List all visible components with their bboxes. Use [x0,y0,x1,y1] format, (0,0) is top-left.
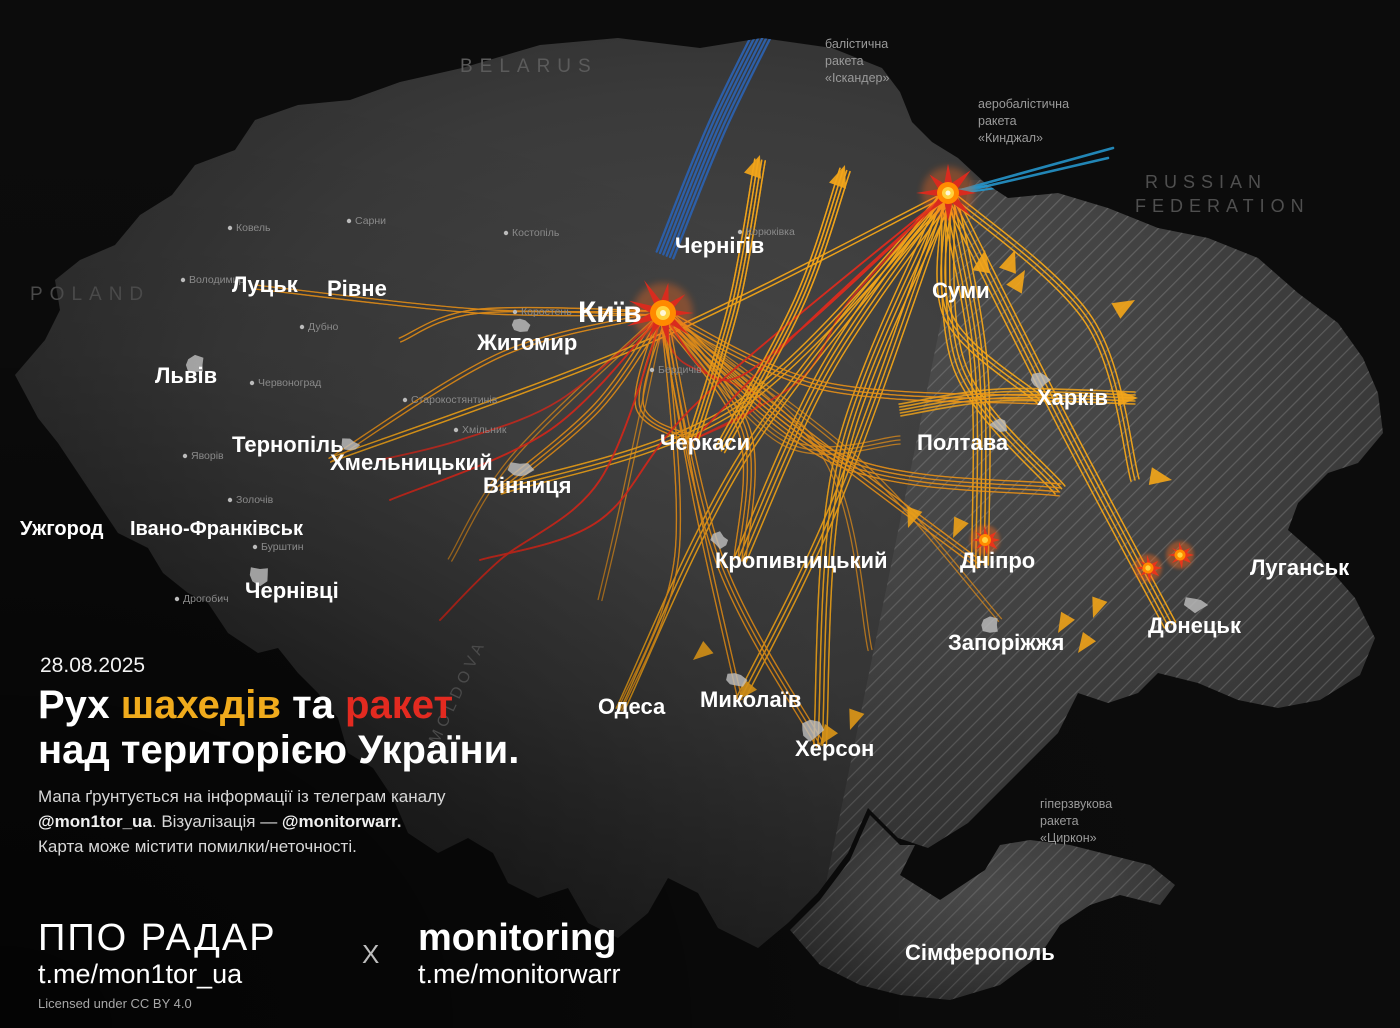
svg-text:аеробалістична: аеробалістична [978,97,1069,111]
svg-text:Тернопіль: Тернопіль [232,432,344,457]
svg-text:Дрогобич: Дрогобич [183,593,229,605]
svg-text:Бурштин: Бурштин [261,541,304,553]
svg-text:Licensed under CC BY 4.0: Licensed under CC BY 4.0 [38,996,192,1011]
svg-text:Черкаси: Черкаси [660,430,750,455]
svg-text:Херсон: Херсон [795,736,874,761]
svg-text:Рівне: Рівне [327,276,387,301]
svg-text:Сарни: Сарни [355,215,386,227]
svg-text:Кропивницький: Кропивницький [715,548,888,573]
svg-text:Яворів: Яворів [191,450,224,462]
svg-text:Запоріжжя: Запоріжжя [948,630,1064,655]
svg-text:Хмельницький: Хмельницький [330,450,493,475]
svg-text:Х: Х [362,939,379,969]
svg-text:ракета: ракета [1040,814,1079,828]
svg-text:Карта може містити помилки/нет: Карта може містити помилки/неточності. [38,837,357,856]
svg-text:гіперзвукова: гіперзвукова [1040,797,1112,811]
svg-text:Сімферополь: Сімферополь [905,940,1055,965]
svg-text:Золочів: Золочів [236,494,274,506]
svg-text:Дніпро: Дніпро [960,548,1035,573]
svg-text:«Циркон»: «Циркон» [1040,831,1097,845]
svg-text:Харків: Харків [1037,385,1108,410]
svg-text:Луганськ: Луганськ [1250,555,1350,580]
svg-text:Бердичів: Бердичів [658,364,702,376]
svg-text:Костопіль: Костопіль [512,227,560,239]
svg-text:Рух шахедів та ракет: Рух шахедів та ракет [38,683,453,727]
svg-text:Червоноград: Червоноград [258,377,321,389]
svg-text:Луцьк: Луцьк [232,272,299,297]
svg-text:ППО РАДАР: ППО РАДАР [38,917,277,959]
svg-text:ракета: ракета [825,54,864,68]
svg-text:Київ: Київ [578,296,642,329]
svg-text:Мапа ґрунтується на інформації: Мапа ґрунтується на інформації із телегр… [38,787,446,806]
svg-text:«Кинджал»: «Кинджал» [978,131,1043,145]
svg-text:Чернівці: Чернівці [245,578,339,603]
svg-text:Старокостянтинів: Старокостянтинів [411,394,498,406]
svg-text:RUSSIAN: RUSSIAN [1145,172,1267,192]
svg-text:Полтава: Полтава [917,430,1009,455]
svg-text:«Іскандер»: «Іскандер» [825,71,889,85]
svg-text:Івано-Франківськ: Івано-Франківськ [130,518,304,540]
svg-text:Суми: Суми [932,278,990,303]
svg-text:Житомир: Житомир [476,330,577,355]
svg-text:t.me/monitorwarr: t.me/monitorwarr [418,959,621,989]
svg-text:Одеса: Одеса [598,694,666,719]
svg-text:Хмільник: Хмільник [462,424,507,436]
svg-text:BELARUS: BELARUS [460,56,598,77]
svg-text:Дубно: Дубно [308,321,339,333]
svg-text:над територією України.: над територією України. [38,728,519,772]
svg-text:@mon1tor_ua. Візуалізація — @m: @mon1tor_ua. Візуалізація — @monitorwarr… [38,812,401,831]
svg-text:Ужгород: Ужгород [20,518,104,540]
svg-text:POLAND: POLAND [30,284,150,305]
svg-text:ракета: ракета [978,114,1017,128]
svg-text:Донецьк: Донецьк [1148,613,1242,638]
svg-text:t.me/mon1tor_ua: t.me/mon1tor_ua [38,959,243,989]
svg-text:Львів: Львів [155,363,217,388]
svg-text:28.08.2025: 28.08.2025 [40,654,145,677]
svg-text:monitoring: monitoring [418,917,616,959]
svg-text:Чернігів: Чернігів [675,233,764,258]
svg-text:Вінниця: Вінниця [483,473,571,498]
svg-text:балістична: балістична [825,37,888,51]
svg-text:Коростень: Коростень [521,306,572,318]
svg-text:Миколаїв: Миколаїв [700,687,801,712]
svg-text:Ковель: Ковель [236,222,271,234]
svg-text:FEDERATION: FEDERATION [1135,196,1310,216]
